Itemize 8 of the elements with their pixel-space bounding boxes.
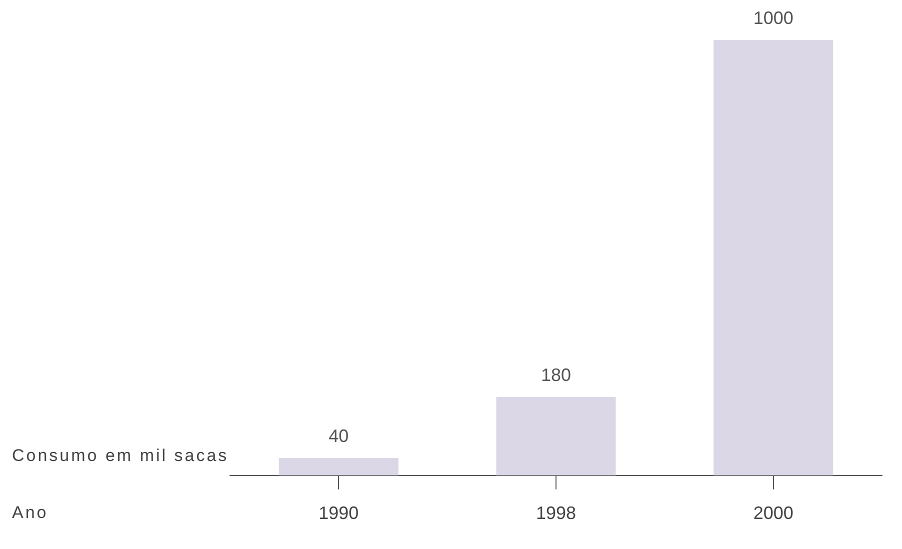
data-label: 40 bbox=[328, 426, 349, 446]
data-label: 1000 bbox=[753, 8, 794, 28]
x-tick-label: 2000 bbox=[753, 503, 794, 524]
text: Ano bbox=[12, 503, 48, 523]
x-tick-label: 1998 bbox=[536, 503, 576, 524]
x-tick-label: 1990 bbox=[318, 503, 359, 524]
data-label: 180 bbox=[540, 364, 572, 385]
y-axis-title: Consumo em mil sacas bbox=[12, 446, 229, 466]
